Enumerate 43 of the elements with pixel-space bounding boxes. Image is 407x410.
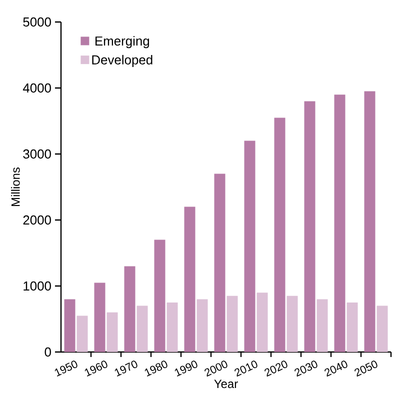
y-tick-label: 4000	[22, 83, 51, 93]
y-tick-label: 3000	[23, 149, 51, 159]
bar	[244, 140, 256, 352]
bar	[346, 302, 358, 352]
bar	[316, 299, 328, 352]
bar	[376, 306, 388, 352]
bar	[334, 94, 346, 352]
bar	[64, 299, 76, 352]
x-tick-label: 2030	[294, 360, 318, 377]
x-tick-label: 2010	[234, 360, 258, 377]
x-tick-label: 1970	[114, 360, 138, 376]
x-axis-title: Year	[214, 380, 238, 388]
x-tick-label: 1950	[54, 360, 78, 376]
bar	[136, 306, 148, 352]
bar	[226, 296, 238, 352]
bar	[286, 296, 298, 352]
y-tick-label: 2000	[23, 215, 51, 225]
x-tick-label: 1990	[174, 360, 198, 376]
x-tick-label: 2050	[354, 360, 378, 377]
bar	[166, 302, 178, 352]
bar	[364, 91, 376, 352]
x-tick-label: 1980	[144, 360, 168, 376]
x-tick-label: 2020	[264, 360, 288, 377]
bar	[304, 101, 316, 352]
bar	[154, 240, 166, 352]
legend-label: Emerging	[95, 36, 150, 48]
bar	[274, 118, 286, 352]
legend-label: Developed	[92, 54, 152, 68]
y-tick-label: 0	[44, 347, 51, 357]
x-tick-label: 2000	[204, 360, 228, 377]
bar	[94, 282, 106, 352]
y-tick-label: 1000	[24, 281, 51, 291]
bar	[124, 266, 136, 352]
bar	[106, 312, 118, 352]
bar	[256, 292, 268, 352]
bar	[184, 206, 196, 352]
bar	[76, 316, 88, 352]
y-axis-title: Millions	[11, 168, 20, 206]
x-tick-label: 1960	[84, 360, 108, 376]
bar	[196, 299, 208, 352]
bar	[214, 174, 226, 352]
y-tick-label: 5000	[23, 17, 51, 27]
x-tick-label: 2040	[324, 360, 348, 377]
